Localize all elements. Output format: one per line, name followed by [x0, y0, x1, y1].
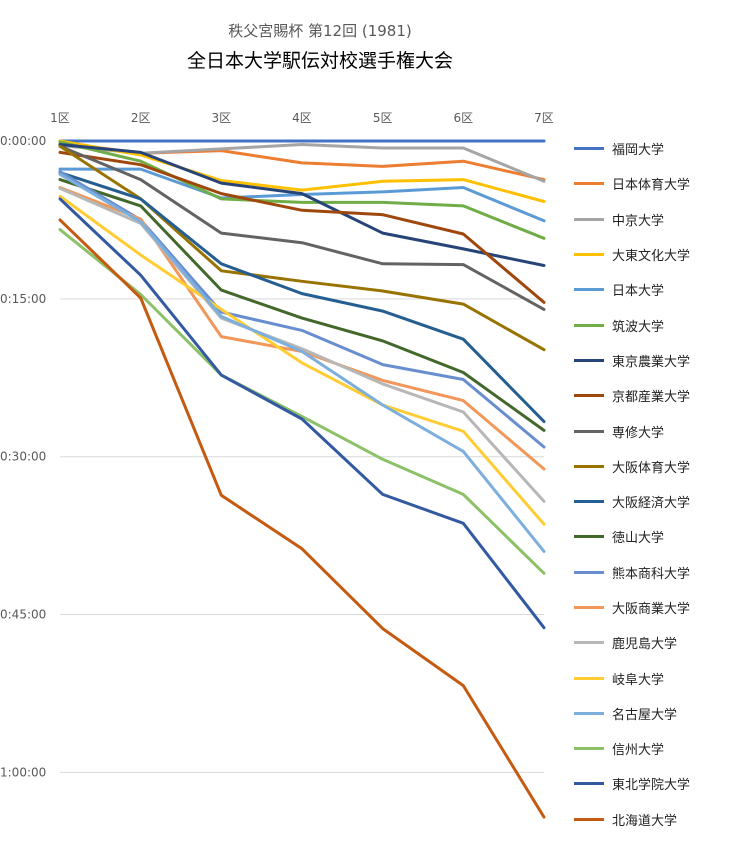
- legend-swatch: [574, 358, 604, 362]
- y-tick-label: 1:00:00: [0, 765, 46, 779]
- chart-legend: 福岡大学日本体育大学 中京大学大東文化大学 日本大学筑波大学東京農業大学 京都産業大学…: [574, 131, 734, 837]
- y-tick-label: 0:15:00: [0, 292, 46, 306]
- series-line: [58, 140, 546, 240]
- legend-item: 大阪経済大学: [574, 484, 734, 519]
- legend-label: 岐阜大学: [612, 672, 665, 688]
- legend-label: 徳山大学: [612, 531, 665, 547]
- legend-label: 筑波大学: [612, 319, 665, 335]
- series-line: [58, 194, 546, 526]
- series-line: [58, 140, 546, 182]
- legend-label: 東北学院大学: [612, 778, 691, 794]
- series-line: [58, 186, 546, 503]
- legend-label: 日本大学: [612, 284, 665, 300]
- legend-swatch: [574, 253, 604, 257]
- chart-title: 全日本大学駅伝対校選手権大会: [186, 50, 453, 72]
- series-line: [58, 228, 546, 575]
- legend-item: 東北学院大学: [574, 766, 734, 801]
- legend-swatch: [574, 217, 604, 221]
- x-tick-label: 4区: [292, 111, 312, 125]
- series-line: [58, 144, 546, 311]
- legend-label: 東京農業大学: [612, 354, 691, 370]
- legend-item: 筑波大学: [574, 307, 734, 342]
- x-tick-label: 6区: [454, 111, 474, 125]
- legend-label: 大阪経済大学: [612, 496, 691, 512]
- legend-item: 名古屋大学: [574, 696, 734, 731]
- series-line: [58, 172, 546, 553]
- legend-item: 熊本商科大学: [574, 555, 734, 590]
- legend-label: 熊本商科大学: [612, 566, 691, 582]
- legend-item: 北海道大学: [574, 802, 734, 837]
- legend-swatch: [574, 817, 604, 821]
- legend-label: 京都産業大学: [612, 390, 691, 406]
- series-line: [58, 178, 546, 432]
- legend-label: 北海道大学: [612, 813, 678, 829]
- legend-label: 信州大学: [612, 743, 665, 759]
- legend-label: 大阪商業大学: [612, 602, 691, 617]
- legend-swatch: [574, 641, 604, 645]
- legend-swatch: [574, 429, 604, 433]
- legend-swatch: [574, 782, 604, 786]
- legend-swatch: [574, 500, 604, 504]
- series-line: [58, 139, 546, 203]
- legend-item: 日本大学: [574, 272, 734, 307]
- legend-swatch: [574, 182, 604, 186]
- legend-item: 京都産業大学: [574, 378, 734, 413]
- legend-swatch: [574, 570, 604, 574]
- x-tick-label: 5区: [373, 111, 393, 125]
- x-tick-label: 7区: [534, 111, 554, 125]
- x-tick-label: 2区: [131, 111, 151, 125]
- series-line: [58, 143, 546, 267]
- legend-label: 鹿児島大学: [612, 637, 678, 653]
- legend-swatch: [574, 323, 604, 327]
- series-line: [58, 171, 546, 424]
- legend-swatch: [574, 288, 604, 292]
- legend-item: 大阪体育大学: [574, 449, 734, 484]
- legend-swatch: [574, 464, 604, 468]
- y-tick-label: 0:00:00: [0, 134, 46, 148]
- chart-subtitle: 秩父宮賜杯 第12回 (1981): [228, 22, 412, 40]
- legend-item: 福岡大学: [574, 131, 734, 166]
- legend-label: 中京大学: [612, 213, 665, 229]
- series-line: [58, 218, 546, 819]
- series-line: [58, 150, 546, 304]
- legend-swatch: [574, 147, 604, 151]
- legend-label: 福岡大学: [612, 143, 665, 159]
- legend-swatch: [574, 747, 604, 751]
- series-line: [58, 197, 546, 630]
- legend-item: 日本体育大学: [574, 166, 734, 201]
- legend-label: 大阪体育大学: [612, 460, 691, 476]
- legend-item: 東京農業大学: [574, 343, 734, 378]
- legend-item: 鹿児島大学: [574, 625, 734, 660]
- y-tick-label: 0:45:00: [0, 608, 46, 622]
- legend-swatch: [574, 535, 604, 539]
- legend-swatch: [574, 394, 604, 398]
- legend-item: 中京大学: [574, 202, 734, 237]
- legend-swatch: [574, 606, 604, 609]
- legend-item: 大東文化大学: [574, 237, 734, 272]
- x-tick-label: 1区: [50, 111, 70, 125]
- legend-swatch: [574, 711, 604, 715]
- legend-swatch: [574, 676, 604, 680]
- legend-label: 名古屋大学: [612, 707, 678, 723]
- legend-label: 日本体育大学: [612, 178, 691, 194]
- legend-item: 大阪商業大学: [574, 590, 734, 625]
- legend-label: 大東文化大学: [612, 249, 691, 265]
- legend-label: 専修大学: [612, 425, 665, 441]
- legend-item: 岐阜大学: [574, 660, 734, 695]
- series-line: [58, 186, 546, 471]
- legend-item: 徳山大学: [574, 519, 734, 554]
- y-tick-label: 0:30:00: [0, 450, 46, 464]
- legend-item: 専修大学: [574, 413, 734, 448]
- x-tick-label: 3区: [212, 111, 232, 125]
- legend-item: 信州大学: [574, 731, 734, 766]
